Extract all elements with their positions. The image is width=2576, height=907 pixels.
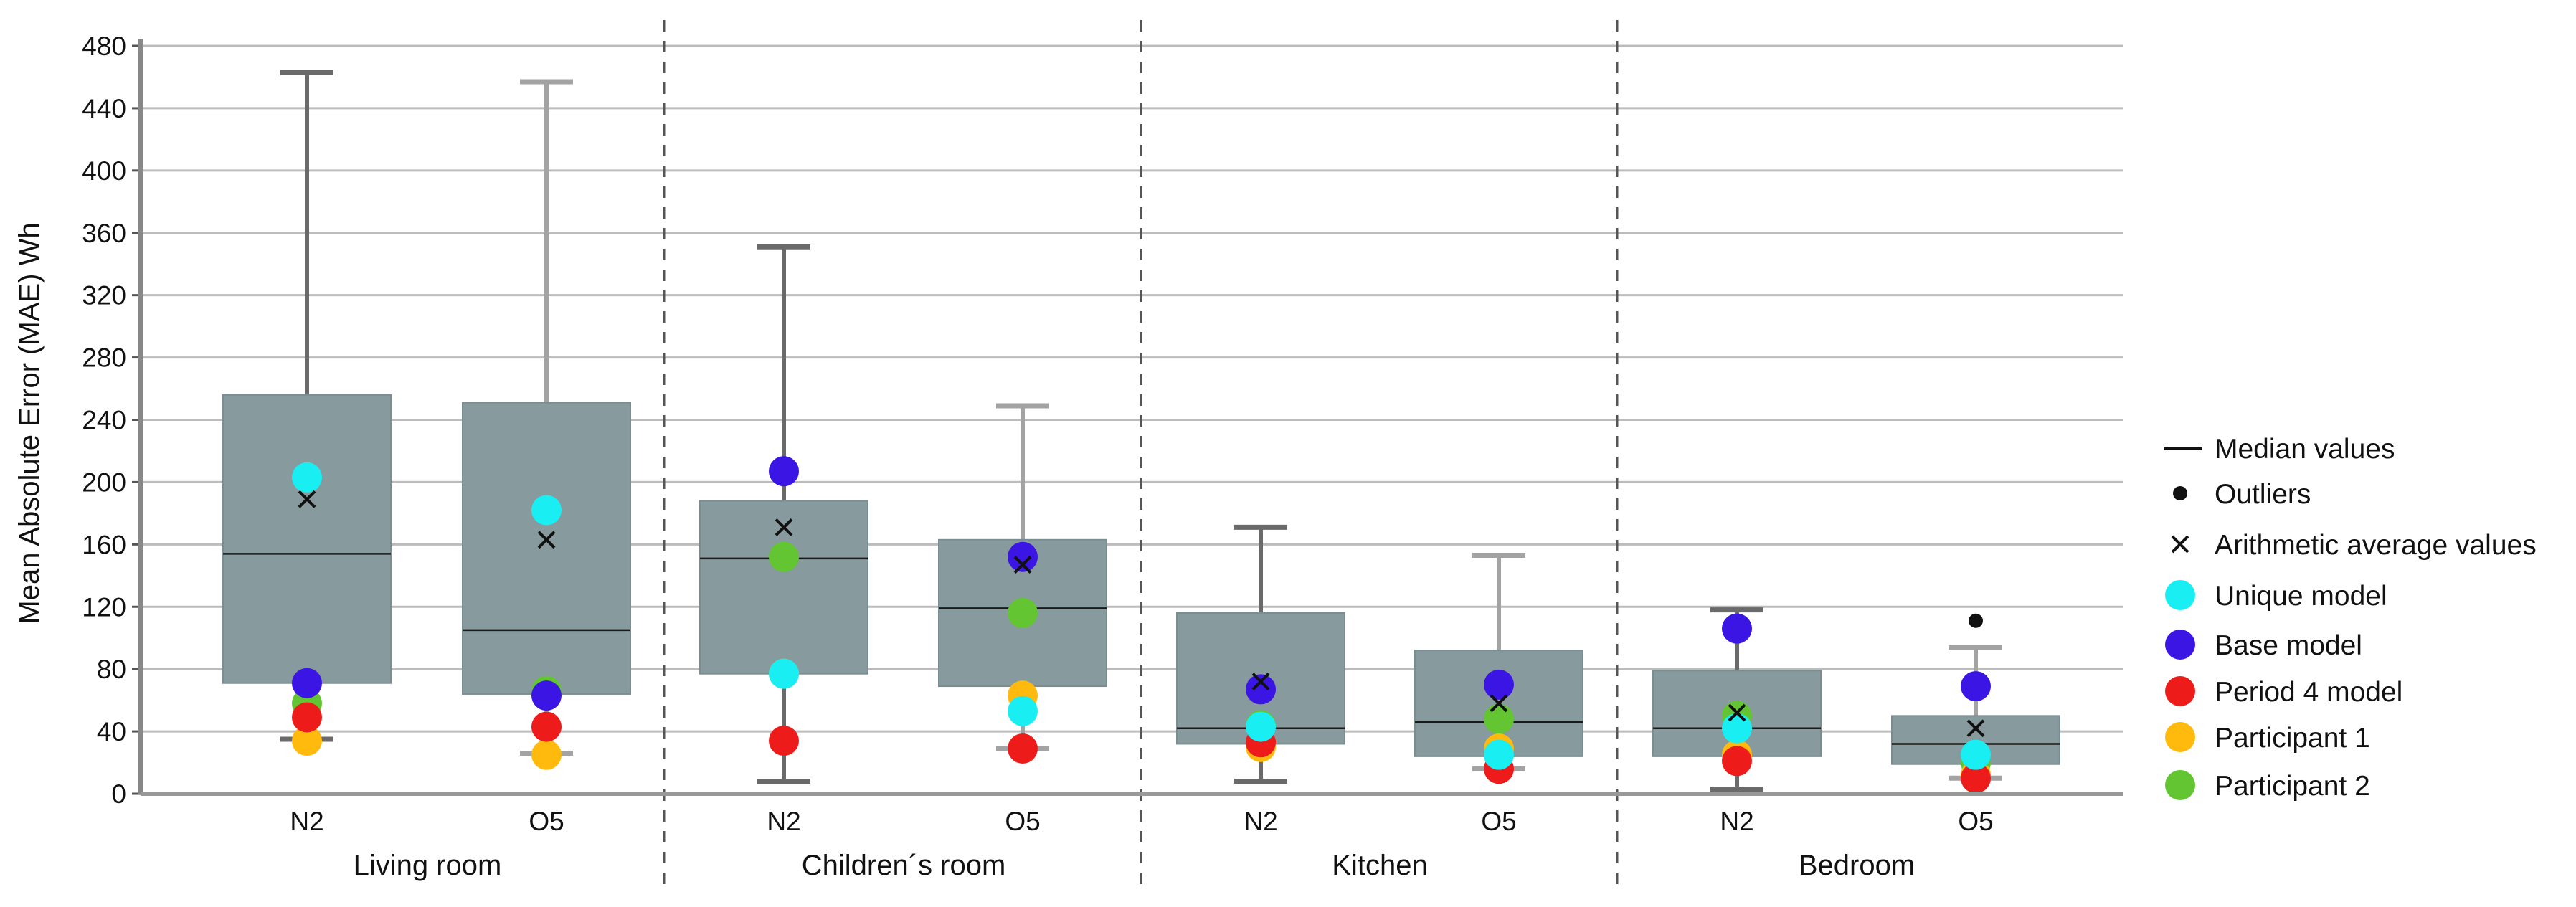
y-tick-label: 240 xyxy=(82,406,126,435)
mean-marker xyxy=(1728,703,1746,722)
category-label: O5 xyxy=(529,807,564,836)
y-tick-label: 320 xyxy=(82,281,126,310)
point-period-4-model xyxy=(292,702,322,733)
point-participant-1 xyxy=(292,726,322,756)
legend-color-swatch xyxy=(2165,676,2195,706)
category-label: O5 xyxy=(1481,807,1516,836)
mean-marker-stroke xyxy=(775,518,793,536)
y-tick-label: 400 xyxy=(82,156,126,186)
point-unique-model xyxy=(1722,713,1752,744)
category-label: N2 xyxy=(290,807,323,836)
point-unique-model xyxy=(1246,711,1276,742)
legend-color-swatch xyxy=(2165,722,2195,752)
legend-label: Participant 1 xyxy=(2215,723,2370,754)
legend-label: Unique model xyxy=(2215,581,2387,612)
mean-marker xyxy=(298,490,316,508)
boxes xyxy=(222,70,2060,792)
point-unique-model xyxy=(531,495,562,526)
legend-label: Arithmetic average values xyxy=(2215,530,2537,561)
group-label: Kitchen xyxy=(1332,850,1427,881)
legend-label: Participant 2 xyxy=(2215,771,2370,802)
category-label: N2 xyxy=(1720,807,1753,836)
legend-label: Median values xyxy=(2215,434,2395,465)
point-participant-2 xyxy=(1484,703,1514,734)
point-period-4-model xyxy=(1722,746,1752,777)
point-base-model xyxy=(1722,613,1752,644)
point-participant-1 xyxy=(531,739,562,770)
mean-marker-stroke xyxy=(1490,694,1508,713)
category-label: N2 xyxy=(767,807,800,836)
legend-label: Period 4 model xyxy=(2215,677,2402,708)
group-label: Living room xyxy=(354,850,502,881)
mean-marker xyxy=(1966,719,1985,738)
legend-label: Outliers xyxy=(2215,479,2311,510)
y-tick-label: 160 xyxy=(82,530,126,559)
y-tick-label: 440 xyxy=(82,94,126,123)
mean-marker-stroke xyxy=(1251,673,1270,690)
point-period-4-model xyxy=(1961,763,1991,794)
y-tick-label: 0 xyxy=(111,779,126,809)
point-unique-model xyxy=(292,462,322,493)
point-unique-model xyxy=(1484,739,1514,770)
mean-marker-stroke xyxy=(537,531,556,549)
category-label: O5 xyxy=(1958,807,1993,836)
point-participant-2 xyxy=(769,541,799,572)
y-tick-label: 360 xyxy=(82,219,126,248)
y-axis-title: Mean Absolute Error (MAE) Wh xyxy=(14,222,45,624)
legend-label: Base model xyxy=(2215,630,2362,661)
legend-color-swatch xyxy=(2165,630,2195,660)
point-base-model xyxy=(1961,671,1991,702)
outlier-point xyxy=(1969,613,1983,628)
point-period-4-model xyxy=(531,711,562,742)
point-base-model xyxy=(769,456,799,487)
legend-color-swatch xyxy=(2165,770,2195,800)
mean-marker-stroke xyxy=(1728,703,1746,722)
point-base-model xyxy=(1484,669,1514,700)
y-tick-label: 80 xyxy=(97,655,126,684)
legend-color-swatch xyxy=(2165,580,2195,610)
point-period-4-model xyxy=(1008,733,1038,764)
point-participant-2 xyxy=(1008,597,1038,628)
point-period-4-model xyxy=(769,726,799,756)
group-label: Children´s room xyxy=(802,850,1006,881)
point-unique-model xyxy=(1008,695,1038,726)
data-points xyxy=(292,456,1991,794)
box xyxy=(699,500,868,675)
mean-marker-stroke xyxy=(1013,556,1032,574)
point-base-model xyxy=(292,668,322,698)
category-label: N2 xyxy=(1244,807,1277,836)
y-tick-label: 200 xyxy=(82,467,126,497)
y-tick-label: 480 xyxy=(82,32,126,61)
y-tick-label: 40 xyxy=(97,717,126,746)
mean-marker-stroke xyxy=(298,490,316,508)
point-base-model xyxy=(531,680,562,711)
axes xyxy=(132,39,2123,796)
y-tick-label: 280 xyxy=(82,343,126,373)
mean-marker xyxy=(1490,694,1508,713)
mean-marker xyxy=(1013,556,1032,574)
point-unique-model xyxy=(1961,739,1991,770)
legend-mean-icon xyxy=(2171,535,2189,554)
category-label: O5 xyxy=(1005,807,1040,836)
legend-outlier-icon xyxy=(2173,486,2187,500)
point-base-model xyxy=(1246,674,1276,705)
box xyxy=(462,402,631,695)
group-label: Bedroom xyxy=(1799,850,1915,881)
point-unique-model xyxy=(769,658,799,689)
labels: 0 40 80 120 160 200 240 280 320 360 400 440 480 Mean … xyxy=(14,32,1994,881)
point-base-model xyxy=(1008,541,1038,572)
mean-marker-stroke xyxy=(1966,719,1985,738)
mean-marker xyxy=(775,518,793,536)
mean-marker xyxy=(537,531,556,549)
box xyxy=(222,394,392,684)
grid-lines xyxy=(141,44,2123,733)
legend: Median values Outliers Arithmetic average … xyxy=(2164,434,2537,802)
y-tick-label: 120 xyxy=(82,592,126,622)
mean-marker xyxy=(1251,673,1270,690)
